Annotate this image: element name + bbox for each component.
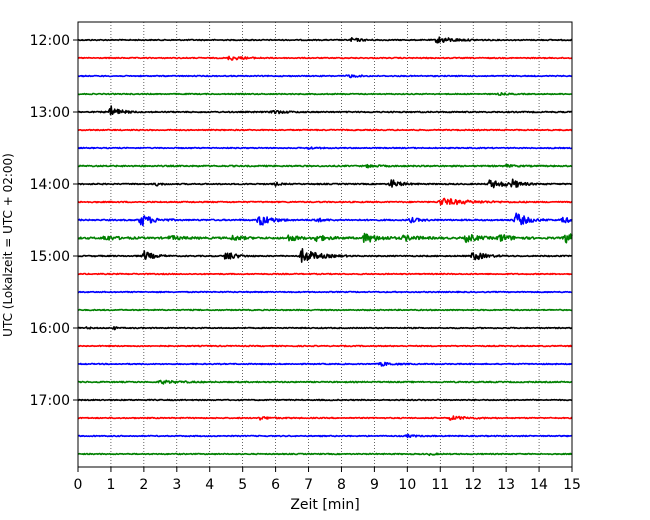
trace-13:30 <box>77 146 573 150</box>
trace-17:30 <box>77 433 573 439</box>
trace-14:00 <box>77 178 573 189</box>
y-axis-label: UTC (Lokalzeit = UTC + 02:00) <box>1 153 15 337</box>
x-tick-label-3: 3 <box>172 477 181 493</box>
x-axis: 0 1 2 3 4 5 6 7 8 9 10 11 12 13 14 15 <box>74 467 581 493</box>
trace-12:45 <box>77 92 573 96</box>
x-axis-label: Zeit [min] <box>290 497 359 513</box>
trace-15:15 <box>77 272 573 276</box>
trace-16:45 <box>77 379 573 385</box>
x-tick-label-9: 9 <box>370 477 379 493</box>
trace-16:00 <box>77 326 573 331</box>
y-tick-label-5: 17:00 <box>30 393 70 409</box>
y-tick-label-2: 14:00 <box>30 177 70 193</box>
trace-15:30 <box>77 290 573 294</box>
trace-13:00 <box>77 105 573 116</box>
x-tick-label-5: 5 <box>238 477 247 493</box>
grid-layer <box>110 22 540 467</box>
trace-14:15 <box>77 197 573 206</box>
x-tick-label-6: 6 <box>271 477 280 493</box>
trace-16:30 <box>77 361 573 367</box>
x-tick-label-2: 2 <box>139 477 148 493</box>
y-tick-label-0: 12:00 <box>30 33 70 49</box>
y-tick-label-4: 16:00 <box>30 321 70 337</box>
x-tick-label-4: 4 <box>205 477 214 493</box>
trace-13:45 <box>77 163 573 169</box>
x-tick-label-8: 8 <box>337 477 346 493</box>
trace-16:15 <box>77 344 573 348</box>
trace-12:30 <box>77 74 573 79</box>
y-tick-label-3: 15:00 <box>30 249 70 265</box>
trace-layer <box>77 36 573 457</box>
x-tick-label-15: 15 <box>563 477 581 493</box>
plot-frame <box>77 21 573 468</box>
trace-17:45 <box>77 452 573 457</box>
y-axis: 12:00 13:00 14:00 15:00 16:00 17:00 <box>30 33 78 409</box>
trace-15:00 <box>77 248 573 263</box>
x-tick-label-0: 0 <box>74 477 83 493</box>
trace-12:00 <box>77 36 573 44</box>
x-tick-label-1: 1 <box>106 477 115 493</box>
trace-14:30 <box>77 212 573 227</box>
y-tick-label-1: 13:00 <box>30 105 70 121</box>
x-tick-label-13: 13 <box>497 477 515 493</box>
trace-17:15 <box>77 415 573 421</box>
trace-13:15 <box>77 128 573 132</box>
x-tick-label-7: 7 <box>304 477 313 493</box>
trace-14:45 <box>77 232 573 244</box>
x-tick-label-11: 11 <box>431 477 449 493</box>
trace-17:00 <box>77 398 573 402</box>
x-tick-label-10: 10 <box>398 477 416 493</box>
trace-12:15 <box>77 55 573 61</box>
trace-15:45 <box>77 308 573 312</box>
x-tick-label-14: 14 <box>530 477 548 493</box>
x-tick-label-12: 12 <box>464 477 482 493</box>
